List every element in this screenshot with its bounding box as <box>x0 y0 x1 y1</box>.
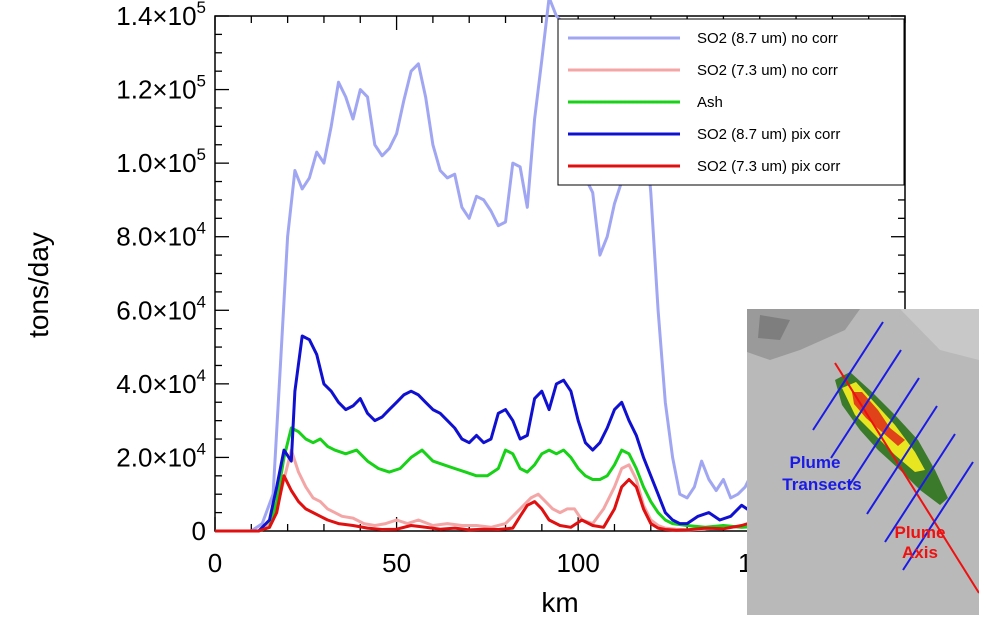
series-line-5 <box>215 474 898 533</box>
y-axis-label: tons/day <box>23 232 54 338</box>
inset-label-axis-2: Axis <box>902 543 938 562</box>
legend-entry: SO2 (7.3 um) pix corr <box>697 158 840 175</box>
tick-labels: 05010015002.0×1044.0×1046.0×1048.0×1041.… <box>116 0 781 578</box>
transect-line <box>884 433 956 543</box>
inset-light-region <box>900 309 979 360</box>
y-tick-label: 0 <box>192 516 206 546</box>
y-tick-label: 6.0×104 <box>116 292 206 325</box>
x-tick-label: 0 <box>208 548 222 578</box>
transect-line <box>866 405 938 515</box>
legend-entry: SO2 (7.3 um) no corr <box>697 62 838 79</box>
inset-label-transects-2: Transects <box>782 475 861 494</box>
inset-background <box>747 309 979 615</box>
series-line-3 <box>215 426 898 533</box>
y-tick-label: 4.0×104 <box>116 366 206 399</box>
x-axis-label: km <box>541 587 578 617</box>
y-tick-label: 1.0×105 <box>116 145 206 178</box>
inset-label-transects-1: Plume <box>789 453 840 472</box>
y-tick-label: 8.0×104 <box>116 219 206 252</box>
transect-line <box>848 377 920 487</box>
transect-line <box>830 349 902 459</box>
y-tick-label: 1.4×105 <box>116 0 206 31</box>
legend-entry: Ash <box>697 94 723 111</box>
plume-axis-line <box>834 362 979 594</box>
x-tick-label: 100 <box>556 548 599 578</box>
inset-label-axis-1: Plume <box>894 523 945 542</box>
legend-entry: SO2 (8.7 um) pix corr <box>697 126 840 143</box>
plume-transects <box>812 321 974 571</box>
inset-dark-patch <box>758 315 790 340</box>
y-tick-label: 1.2×105 <box>116 72 206 105</box>
plume-inset-image: Plume Transects Plume Axis <box>747 309 979 615</box>
y-tick-label: 2.0×104 <box>116 439 206 472</box>
legend: SO2 (8.7 um) no corr SO2 (7.3 um) no corr… <box>557 18 905 186</box>
transect-line <box>812 321 884 431</box>
x-tick-label: 50 <box>382 548 411 578</box>
transect-line <box>902 461 974 571</box>
legend-entry: SO2 (8.7 um) no corr <box>697 30 838 47</box>
